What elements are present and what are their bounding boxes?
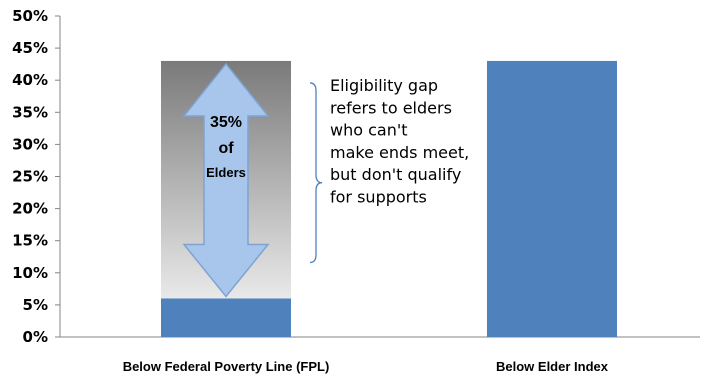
category-labels: Below Federal Poverty Line (FPL) Below El… [123,359,609,374]
y-tick-label: 10% [12,264,48,282]
arrow-label: of [218,140,234,157]
category-label: Below Elder Index [496,359,609,374]
category-label: Below Federal Poverty Line (FPL) [123,359,330,374]
gap-annotation: 35% of Elders Eligibility gap refers to elde… [182,62,469,298]
y-tick-label: 50% [12,7,48,25]
gap-note-line: Eligibility gap [330,76,438,95]
gap-bracket [309,82,323,264]
double-arrow [182,62,270,298]
y-tick-label: 40% [12,71,48,89]
gap-note-line: make ends meet, [330,143,469,162]
arrow-label: Elders [206,165,246,180]
y-tick-label: 20% [12,200,48,218]
gap-note-line: but don't qualify [330,165,461,184]
y-tick-label: 0% [23,328,48,346]
y-tick-label: 5% [23,296,48,314]
gap-note-line: refers to elders [330,98,452,117]
gap-note-line: for supports [330,188,427,207]
bar [487,60,617,337]
y-tick-label: 45% [12,39,48,57]
arrow-label: 35% [210,114,242,131]
bar [161,298,291,337]
y-tick-label: 15% [12,232,48,250]
y-tick-label: 35% [12,103,48,121]
gap-note-line: who can't [330,121,408,140]
y-tick-label: 30% [12,135,48,153]
y-tick-label: 25% [12,168,48,186]
y-axis: 0% 5% 10% 15% 20% 25% 30% 35% 40% 45% 50% [12,7,700,346]
